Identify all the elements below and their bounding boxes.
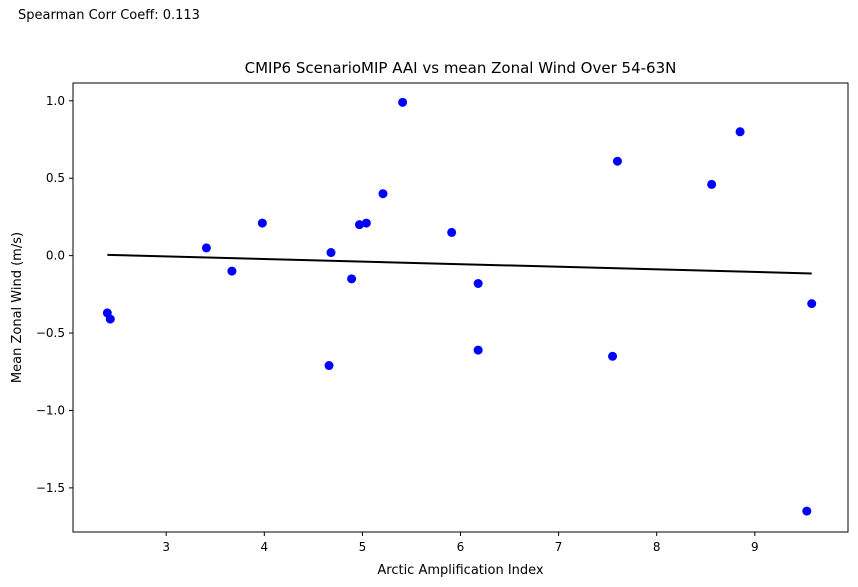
data-point: [361, 218, 371, 228]
regression-line: [107, 253, 812, 275]
x-tick-label: 3: [162, 540, 170, 554]
data-point: [473, 345, 483, 355]
x-tick-label: 6: [457, 540, 465, 554]
correlation-annotation: Spearman Corr Coeff: 0.113: [18, 8, 200, 23]
data-point: [324, 361, 334, 371]
y-tick-label: 0.0: [46, 249, 65, 263]
data-point: [347, 274, 357, 284]
x-axis-label: Arctic Amplification Index: [377, 563, 544, 578]
x-tick-label: 9: [751, 540, 759, 554]
regression-lines: [107, 253, 812, 275]
plot-frame: [72, 82, 849, 533]
data-point: [735, 127, 745, 137]
x-axis-ticks: 3 4 5 6 7 8 9: [162, 532, 759, 554]
x-tick-label: 4: [260, 540, 268, 554]
y-tick-label: −1.5: [36, 481, 65, 495]
data-point: [257, 218, 267, 228]
data-point: [473, 279, 483, 289]
data-point: [608, 351, 618, 361]
data-points: [102, 97, 817, 516]
x-tick-label: 7: [555, 540, 563, 554]
y-tick-label: −0.5: [36, 326, 65, 340]
data-point: [354, 220, 364, 230]
data-point: [227, 266, 237, 276]
chart-title: CMIP6 ScenarioMIP AAI vs mean Zonal Wind…: [245, 59, 677, 77]
x-tick-label: 8: [653, 540, 661, 554]
data-point: [398, 97, 408, 107]
data-point: [807, 299, 817, 309]
y-tick-label: 0.5: [46, 171, 65, 185]
data-point: [707, 179, 717, 189]
y-axis-label: Mean Zonal Wind (m/s): [10, 232, 25, 383]
data-point: [378, 189, 388, 199]
y-axis-ticks: −1.5 −1.0 −0.5 0.0 0.5 1.0: [36, 94, 73, 495]
y-tick-label: −1.0: [36, 403, 65, 417]
data-point: [326, 248, 336, 258]
y-tick-label: 1.0: [46, 94, 65, 108]
data-point: [802, 506, 812, 516]
data-point: [105, 314, 115, 324]
x-tick-label: 5: [359, 540, 367, 554]
axes: [72, 82, 849, 533]
data-point: [201, 243, 211, 253]
data-point: [612, 156, 622, 166]
data-point: [447, 227, 457, 237]
